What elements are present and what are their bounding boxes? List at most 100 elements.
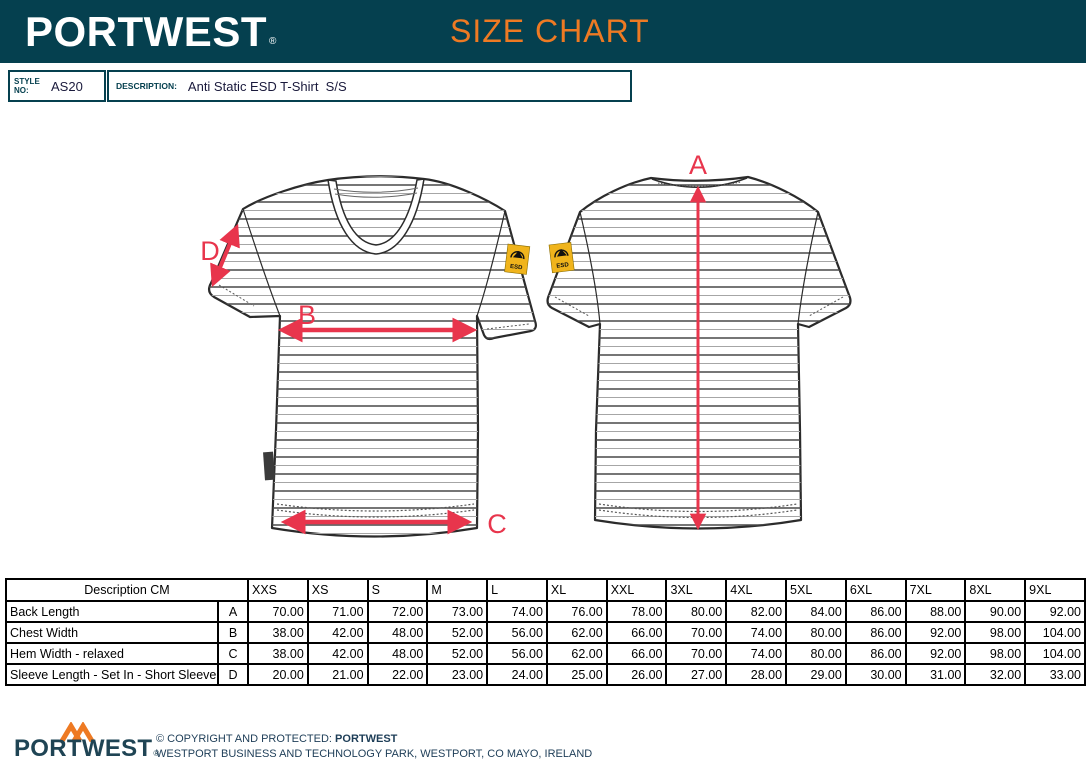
row-letter: D bbox=[217, 663, 249, 686]
size-value-cell: 76.00 bbox=[545, 600, 608, 623]
front-back-collar-line2 bbox=[334, 192, 418, 198]
size-value-cell: 28.00 bbox=[725, 663, 788, 686]
esd-triangle-icon bbox=[512, 250, 523, 259]
table-header-size: L bbox=[486, 578, 548, 602]
back-right-sleeve-seam bbox=[797, 211, 819, 325]
table-header-size: 3XL bbox=[665, 578, 728, 602]
arrow-label-d: D bbox=[200, 236, 220, 266]
back-hem-stitch2 bbox=[598, 509, 798, 519]
front-right-sleeve-seam bbox=[476, 210, 506, 317]
esd-label-text: ESD bbox=[556, 262, 570, 270]
size-value-cell: 38.00 bbox=[247, 642, 309, 665]
size-value-cell: 52.00 bbox=[426, 621, 489, 644]
size-value-cell: 48.00 bbox=[366, 642, 429, 665]
size-value-cell: 70.00 bbox=[665, 621, 728, 644]
size-value-cell: 80.00 bbox=[785, 642, 847, 665]
size-value-cell: 92.00 bbox=[904, 621, 967, 644]
table-header-size: S bbox=[366, 578, 429, 602]
size-value-cell: 62.00 bbox=[545, 642, 608, 665]
size-value-cell: 30.00 bbox=[844, 663, 907, 686]
arrow-label-c: C bbox=[487, 509, 507, 539]
size-value-cell: 70.00 bbox=[247, 600, 309, 623]
size-value-cell: 24.00 bbox=[486, 663, 548, 686]
size-value-cell: 71.00 bbox=[306, 600, 369, 623]
back-hem-stitch bbox=[598, 503, 798, 513]
size-value-cell: 70.00 bbox=[665, 642, 728, 665]
size-value-cell: 32.00 bbox=[964, 663, 1027, 686]
front-right-cuff-stitch bbox=[486, 323, 530, 330]
size-value-cell: 74.00 bbox=[725, 642, 788, 665]
style-no-value: AS20 bbox=[51, 78, 83, 94]
footer-registered-mark: ® bbox=[153, 749, 160, 758]
size-value-cell: 92.00 bbox=[1024, 600, 1086, 623]
header-bar: PORTWEST ® SIZE CHART bbox=[0, 0, 1086, 63]
row-letter: A bbox=[217, 600, 249, 623]
arrow-label-a: A bbox=[689, 150, 707, 180]
copyright-brand: PORTWEST bbox=[335, 733, 398, 745]
size-value-cell: 62.00 bbox=[545, 621, 608, 644]
front-shirt-stripes bbox=[209, 176, 536, 537]
size-value-cell: 104.00 bbox=[1024, 642, 1086, 665]
footer-brand-logo: PORTWEST® bbox=[14, 735, 160, 763]
size-value-cell: 48.00 bbox=[366, 621, 429, 644]
style-no-label: STYLE NO: bbox=[14, 76, 40, 95]
footer-copyright: © COPYRIGHT AND PROTECTED: PORTWEST WEST… bbox=[156, 732, 592, 761]
table-header-size: 6XL bbox=[844, 578, 907, 602]
size-value-cell: 104.00 bbox=[1024, 621, 1086, 644]
size-value-cell: 86.00 bbox=[844, 600, 907, 623]
row-description: Back Length bbox=[5, 600, 219, 623]
size-value-cell: 84.00 bbox=[785, 600, 847, 623]
back-left-cuff-stitch bbox=[554, 296, 590, 317]
size-value-cell: 38.00 bbox=[247, 621, 309, 644]
size-value-cell: 22.00 bbox=[366, 663, 429, 686]
measurement-arrows: A B C D bbox=[200, 150, 707, 539]
front-back-collar-line bbox=[333, 187, 419, 193]
size-value-cell: 86.00 bbox=[844, 621, 907, 644]
size-table-header-row: Description CM XXS XS S M L XL XXL 3XL 4XL 5XL 6XL 7… bbox=[5, 578, 1086, 602]
table-header-description: Description CM bbox=[5, 578, 249, 602]
size-value-cell: 23.00 bbox=[426, 663, 489, 686]
back-right-cuff-stitch bbox=[808, 296, 844, 317]
size-value-cell: 27.00 bbox=[665, 663, 728, 686]
table-row: Chest Width B 38.00 42.00 48.00 52.00 56.00 62.… bbox=[5, 621, 1086, 644]
size-value-cell: 56.00 bbox=[486, 621, 548, 644]
address-line: WESTPORT BUSINESS AND TECHNOLOGY PARK, W… bbox=[156, 747, 593, 760]
front-shirt-drawing: ESD bbox=[207, 175, 537, 538]
tshirt-diagram: ESD ESD bbox=[200, 150, 852, 539]
front-hem-stitch bbox=[276, 503, 475, 512]
size-table-body: Back Length A 70.00 71.00 72.00 73.00 74.00 76.… bbox=[5, 600, 1086, 686]
page-title: SIZE CHART bbox=[450, 13, 650, 49]
arrow-label-b: B bbox=[298, 300, 316, 330]
copyright-prefix: © COPYRIGHT AND PROTECTED: bbox=[156, 733, 336, 745]
size-value-cell: 25.00 bbox=[545, 663, 608, 686]
esd-label-text: ESD bbox=[510, 264, 524, 272]
side-seam-tag bbox=[263, 451, 275, 481]
size-value-cell: 90.00 bbox=[964, 600, 1027, 623]
row-description: Chest Width bbox=[5, 621, 219, 644]
size-value-cell: 66.00 bbox=[605, 621, 668, 644]
front-neck-band bbox=[327, 178, 425, 255]
description-box: DESCRIPTION: Anti Static ESD T-Shirt S/S bbox=[107, 70, 632, 102]
brand-text: PORTWEST bbox=[25, 8, 267, 55]
size-value-cell: 66.00 bbox=[605, 642, 668, 665]
table-header-size: 8XL bbox=[964, 578, 1027, 602]
front-left-cuff-stitch bbox=[218, 284, 255, 307]
size-value-cell: 86.00 bbox=[844, 642, 907, 665]
size-value-cell: 72.00 bbox=[366, 600, 429, 623]
size-value-cell: 74.00 bbox=[486, 600, 548, 623]
back-left-sleeve-seam bbox=[579, 211, 601, 325]
table-row: Hem Width - relaxed C 38.00 42.00 48.00 52.00… bbox=[5, 642, 1086, 665]
size-value-cell: 21.00 bbox=[306, 663, 369, 686]
table-header-size: 7XL bbox=[904, 578, 967, 602]
table-header-size: M bbox=[426, 578, 489, 602]
description-value: Anti Static ESD T-Shirt S/S bbox=[187, 78, 347, 94]
size-value-cell: 52.00 bbox=[426, 642, 489, 665]
table-header-size: XL bbox=[545, 578, 608, 602]
front-left-sleeve-seam bbox=[242, 208, 281, 317]
size-value-cell: 92.00 bbox=[904, 642, 967, 665]
table-header-size: 5XL bbox=[785, 578, 847, 602]
size-value-cell: 80.00 bbox=[785, 621, 847, 644]
size-value-cell: 42.00 bbox=[306, 642, 369, 665]
footer-brand-text: PORTWEST bbox=[14, 735, 153, 762]
row-letter: B bbox=[217, 621, 249, 644]
